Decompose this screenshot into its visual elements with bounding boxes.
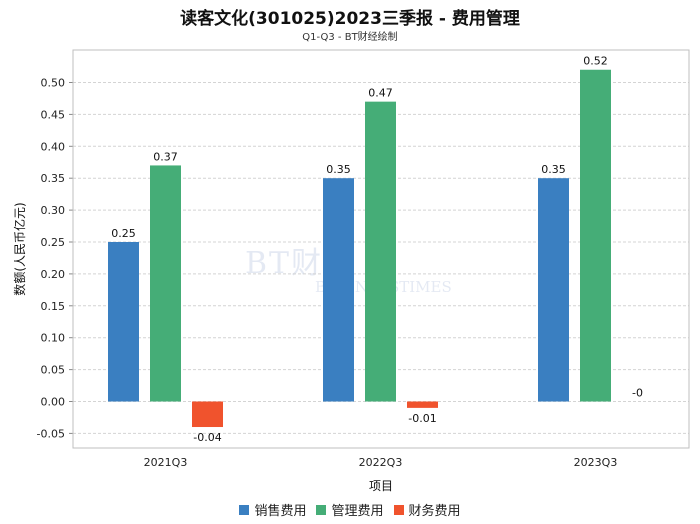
y-axis-title: 数额(人民币亿元) bbox=[12, 202, 27, 295]
x-tick-label: 2023Q3 bbox=[574, 456, 618, 469]
plot-frame bbox=[72, 49, 690, 449]
bar bbox=[150, 165, 181, 402]
data-label: 0.52 bbox=[583, 55, 608, 68]
data-label: 0.47 bbox=[368, 87, 393, 100]
bar bbox=[365, 101, 396, 402]
legend-label: 财务费用 bbox=[408, 504, 461, 519]
legend: 销售费用 管理费用 财务费用 bbox=[0, 500, 700, 519]
data-label: 0.37 bbox=[153, 150, 178, 163]
legend-swatch bbox=[316, 504, 327, 515]
bar bbox=[407, 401, 438, 408]
bar bbox=[538, 178, 569, 402]
x-tick-label: 2021Q3 bbox=[144, 456, 188, 469]
data-label: 0.35 bbox=[326, 163, 351, 176]
y-tick-label: 0.05 bbox=[41, 364, 66, 377]
legend-label: 管理费用 bbox=[331, 504, 384, 519]
legend-item[interactable]: 财务费用 bbox=[393, 500, 461, 519]
legend-label: 销售费用 bbox=[254, 504, 307, 519]
y-tick-label: 0.50 bbox=[41, 77, 66, 90]
data-label: -0.01 bbox=[408, 412, 436, 425]
bar bbox=[108, 242, 139, 402]
data-labels: 0.25 0.37 -0.04 0.35 0.47 -0.01 0.35 0.52 -0 bbox=[111, 55, 643, 444]
y-tick-label: -0.05 bbox=[37, 427, 65, 440]
data-label: -0 bbox=[632, 387, 643, 400]
data-label: 0.35 bbox=[541, 163, 566, 176]
y-tick-label: 0.20 bbox=[41, 268, 66, 281]
x-tick-label: 2022Q3 bbox=[359, 456, 403, 469]
bars bbox=[108, 69, 611, 428]
bar bbox=[580, 69, 611, 402]
chart-title: 读客文化(301025)2023三季报 - 费用管理 bbox=[180, 9, 520, 29]
y-tick-label: 0.10 bbox=[41, 332, 66, 345]
legend-item[interactable]: 管理费用 bbox=[316, 500, 384, 519]
x-axis-title: 项目 bbox=[369, 479, 393, 493]
data-label: -0.04 bbox=[193, 431, 221, 444]
y-axis-ticks: -0.05 0.00 0.05 0.10 0.15 0.20 0.25 0.30 0.35 0.4… bbox=[37, 77, 73, 440]
y-tick-label: 0.25 bbox=[41, 236, 66, 249]
bar bbox=[192, 401, 223, 428]
x-axis-ticks: 2021Q3 2022Q3 2023Q3 bbox=[144, 456, 618, 469]
data-label: 0.25 bbox=[111, 227, 136, 240]
bar-chart: -0.05 0.00 0.05 0.10 0.15 0.20 0.25 0.30 0.35 0.4… bbox=[12, 49, 690, 493]
legend-swatch bbox=[393, 504, 404, 515]
y-tick-label: 0.15 bbox=[41, 300, 66, 313]
chart-subtitle: Q1-Q3 - BT财经绘制 bbox=[302, 32, 398, 43]
legend-item[interactable]: 销售费用 bbox=[239, 500, 306, 519]
bar bbox=[323, 178, 354, 402]
y-tick-label: 0.00 bbox=[41, 396, 66, 409]
y-tick-label: 0.35 bbox=[41, 172, 66, 185]
y-tick-label: 0.45 bbox=[41, 108, 66, 121]
legend-swatch bbox=[239, 504, 250, 515]
y-tick-label: 0.30 bbox=[41, 204, 66, 217]
y-tick-label: 0.40 bbox=[41, 140, 66, 153]
